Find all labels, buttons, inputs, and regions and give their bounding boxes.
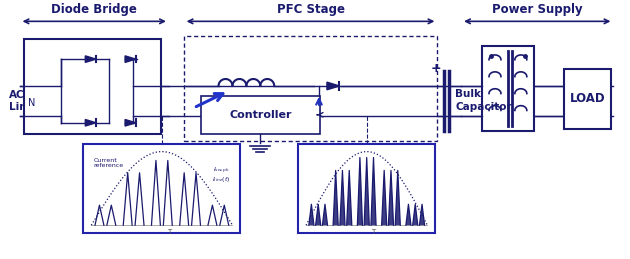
- Polygon shape: [371, 157, 376, 225]
- Bar: [200, 96, 320, 134]
- Bar: [298, 144, 435, 233]
- Bar: [24, 39, 161, 134]
- Polygon shape: [357, 157, 362, 225]
- Text: T: T: [167, 229, 171, 235]
- Text: +: +: [431, 62, 442, 75]
- Polygon shape: [340, 170, 345, 225]
- Polygon shape: [413, 204, 418, 225]
- Text: Power Supply: Power Supply: [492, 3, 583, 16]
- Polygon shape: [346, 170, 352, 225]
- Polygon shape: [395, 170, 400, 225]
- Text: Controller: Controller: [229, 110, 292, 120]
- Polygon shape: [333, 170, 338, 225]
- Bar: [482, 46, 534, 131]
- Polygon shape: [420, 204, 425, 225]
- Text: Current
reference: Current reference: [93, 157, 123, 168]
- Bar: [83, 144, 241, 233]
- Text: N: N: [28, 98, 35, 108]
- Text: AC
Line: AC Line: [9, 90, 33, 112]
- Polygon shape: [125, 119, 136, 126]
- Text: Bulk
Capacitor: Bulk Capacitor: [455, 89, 512, 112]
- Bar: [184, 36, 437, 141]
- Polygon shape: [406, 204, 411, 225]
- Polygon shape: [364, 157, 369, 225]
- Text: $I_{line}(t)$: $I_{line}(t)$: [212, 175, 231, 184]
- Polygon shape: [85, 56, 96, 62]
- Text: $I_{sw,pk}$: $I_{sw,pk}$: [213, 166, 231, 176]
- Polygon shape: [125, 56, 136, 62]
- Polygon shape: [389, 170, 394, 225]
- Bar: [564, 69, 611, 129]
- Text: T: T: [370, 229, 375, 235]
- Polygon shape: [323, 204, 328, 225]
- Polygon shape: [382, 170, 387, 225]
- Polygon shape: [327, 82, 340, 90]
- Text: Diode Bridge: Diode Bridge: [51, 3, 137, 16]
- Polygon shape: [85, 119, 96, 126]
- Polygon shape: [309, 204, 314, 225]
- Text: PFC Stage: PFC Stage: [277, 3, 345, 16]
- Text: LOAD: LOAD: [570, 92, 605, 105]
- Polygon shape: [316, 204, 321, 225]
